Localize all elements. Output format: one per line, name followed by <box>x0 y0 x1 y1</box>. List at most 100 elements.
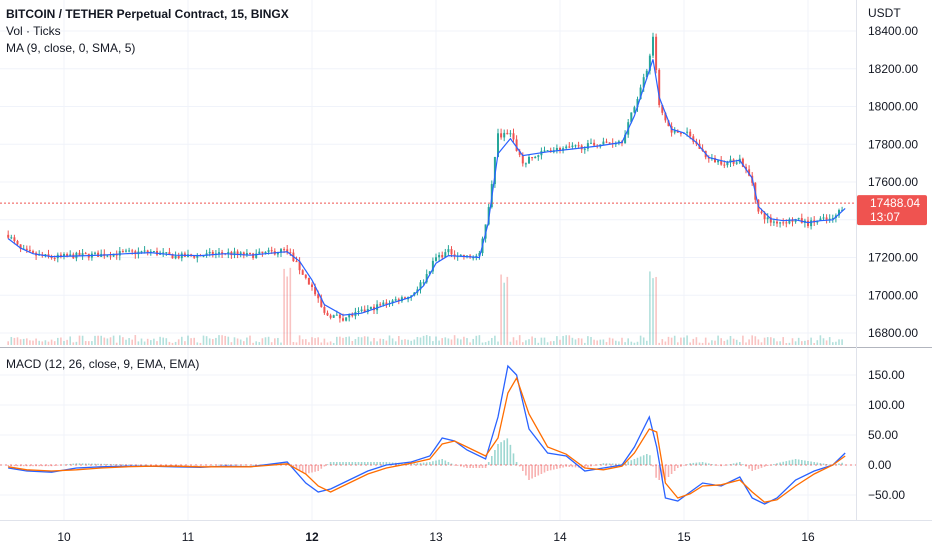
ma-legend[interactable]: MA (9, close, 0, SMA, 5) <box>6 41 136 55</box>
candle-body <box>506 132 509 135</box>
volume-bar <box>243 341 245 345</box>
candle-body <box>658 69 661 105</box>
volume-bar <box>466 338 468 345</box>
volume-bar <box>571 337 574 345</box>
histogram-bar <box>115 464 118 465</box>
volume-bar <box>119 335 121 345</box>
volume-bar <box>670 337 673 345</box>
volume-bar <box>534 337 536 345</box>
histogram-bar <box>779 462 781 465</box>
volume-bar <box>171 342 174 345</box>
volume-bar <box>407 339 409 345</box>
histogram-bar <box>29 465 31 467</box>
volume-bar <box>701 342 704 345</box>
histogram-bar <box>311 465 313 473</box>
macd-axis[interactable]: 150.00 100.00 50.00 0.00 −50.00 <box>868 368 905 502</box>
candle-body <box>729 159 732 163</box>
histogram-bar <box>841 462 843 465</box>
histogram-bar <box>84 463 87 465</box>
histogram-bar <box>605 463 608 465</box>
histogram-bar <box>608 463 611 465</box>
volume-bar <box>630 341 633 345</box>
histogram-bar <box>500 442 502 465</box>
candle-body <box>531 157 534 159</box>
volume-bar <box>425 335 428 345</box>
volume-bar <box>779 341 781 345</box>
candle-body <box>252 253 255 258</box>
volume-bar <box>714 340 716 345</box>
volume-bar <box>66 339 68 345</box>
candle-body <box>391 300 394 304</box>
histogram-bar <box>763 465 766 467</box>
candle-body <box>810 220 813 227</box>
candle-body <box>47 254 50 257</box>
histogram-bar <box>630 460 633 465</box>
volume-bar <box>363 336 366 345</box>
histogram-bar <box>456 465 459 466</box>
candle-body <box>255 253 258 258</box>
histogram-bar <box>131 464 133 466</box>
histogram-bar <box>329 462 332 465</box>
candle-body <box>475 255 478 258</box>
histogram-bar <box>153 465 155 466</box>
histogram-bar <box>717 465 719 466</box>
candle-body <box>131 250 134 252</box>
candle-body <box>140 251 143 253</box>
histogram-bar <box>531 465 533 479</box>
candle-body <box>515 139 518 151</box>
volume-bar <box>494 335 496 345</box>
candle-body <box>332 315 335 318</box>
volume-bar <box>531 336 533 345</box>
candle-body <box>472 257 475 259</box>
histogram-bar <box>32 465 34 467</box>
volume-bar <box>249 335 251 345</box>
price-axis[interactable]: 18400.00 18200.00 18000.00 17800.00 17600.00… <box>868 24 918 340</box>
time-tick-label: 12 <box>305 530 319 544</box>
histogram-bar <box>370 462 372 465</box>
volume-bar <box>838 339 840 345</box>
histogram-bar <box>726 464 729 466</box>
candle-body <box>348 314 351 318</box>
volume-bar <box>804 340 806 345</box>
volume-bar <box>522 342 524 345</box>
volume-bar <box>301 339 304 345</box>
candle-body <box>360 309 363 312</box>
volume-bar <box>723 340 726 345</box>
volume-bar <box>146 338 149 345</box>
histogram-bar <box>379 462 381 465</box>
histogram-bar <box>441 459 443 465</box>
volume-bar <box>525 340 527 345</box>
volume-bar <box>683 337 685 345</box>
volume-legend[interactable]: Vol · Ticks <box>6 24 61 38</box>
volume-bar <box>515 340 518 345</box>
candle-body <box>655 36 658 70</box>
volume-bar <box>134 335 137 345</box>
candle-body <box>748 169 751 176</box>
volume-bar <box>422 335 425 345</box>
price-tick-label: 17600.00 <box>868 175 918 189</box>
candle-body <box>838 210 840 216</box>
volume-bar <box>187 335 189 345</box>
time-axis[interactable]: 10 11 12 13 14 15 16 <box>57 530 815 544</box>
volume-bar <box>478 335 481 345</box>
histogram-bar <box>652 465 654 467</box>
histogram-bar <box>463 465 465 468</box>
candle-body <box>652 36 654 56</box>
histogram-bar <box>13 465 16 467</box>
histogram-bar <box>317 465 319 471</box>
currency-label: USDT <box>868 6 901 20</box>
volume-bar <box>205 336 208 345</box>
histogram-bar <box>633 459 636 465</box>
symbol-title[interactable]: BITCOIN / TETHER Perpetual Contract, 15,… <box>6 7 289 21</box>
volume-bar <box>509 341 512 345</box>
histogram-bar <box>838 463 840 465</box>
candle-body <box>608 142 611 144</box>
volume-bar <box>53 341 56 345</box>
histogram-bar <box>661 465 664 480</box>
price-tick-label: 18400.00 <box>868 24 918 38</box>
histogram-bar <box>528 465 530 480</box>
histogram-bar <box>776 463 778 465</box>
volume-bar <box>773 338 775 345</box>
macd-legend[interactable]: MACD (12, 26, close, 9, EMA, EMA) <box>6 357 200 371</box>
